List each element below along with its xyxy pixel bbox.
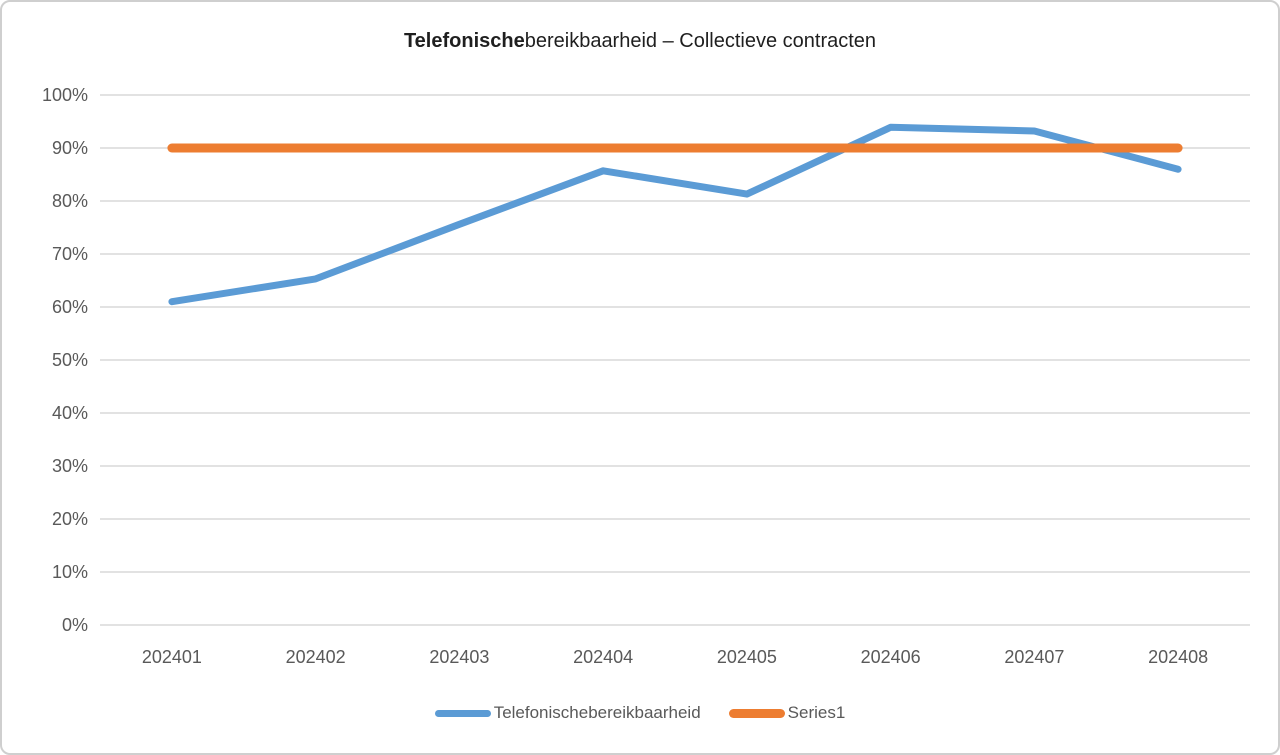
orange-line-swatch-icon	[728, 708, 785, 718]
legend-item-telefonischebereikbaarheid: Telefonischebereikbaarheid	[434, 703, 701, 723]
legend-label: Series1	[787, 703, 846, 722]
y-axis-tick-label: 40%	[52, 403, 88, 423]
x-axis-tick-label: 202401	[142, 647, 202, 667]
y-axis-tick-label: 10%	[52, 562, 88, 582]
blue-line-swatch-icon	[434, 709, 491, 717]
x-axis-tick-label: 202407	[1004, 647, 1064, 667]
x-axis-tick-label: 202404	[573, 647, 633, 667]
series-line-telefonischebereikbaarheid	[168, 123, 1182, 306]
y-axis-tick-label: 70%	[52, 244, 88, 264]
y-axis-tick-label: 30%	[52, 456, 88, 476]
chart-title-bold-part: Telefonische	[403, 30, 525, 52]
x-axis-tick-label: 202402	[286, 647, 346, 667]
x-axis-tick-label: 202408	[1148, 647, 1208, 667]
x-axis-tick-label: 202405	[717, 647, 777, 667]
legend-label: Telefonischebereikbaarheid	[493, 703, 701, 722]
y-axis-tick-label: 80%	[52, 191, 88, 211]
y-axis-tick-label: 60%	[52, 297, 88, 317]
y-axis-tick-label: 90%	[52, 138, 88, 158]
y-axis-tick-label: 0%	[62, 615, 88, 635]
y-axis-tick-label: 100%	[42, 85, 88, 105]
legend: Telefonischebereikbaarheid Series1	[2, 703, 1278, 723]
y-axis-tick-label: 20%	[52, 509, 88, 529]
chart-title: Telefonischebereikbaarheid – Collectieve…	[2, 30, 1278, 53]
x-axis-tick-label: 202403	[429, 647, 489, 667]
y-axis-tick-label: 50%	[52, 350, 88, 370]
legend-item-series1: Series1	[728, 703, 846, 723]
x-axis-tick-label: 202406	[861, 647, 921, 667]
chart-title-regular-part: bereikbaarheid – Collectieve contracten	[524, 30, 877, 52]
